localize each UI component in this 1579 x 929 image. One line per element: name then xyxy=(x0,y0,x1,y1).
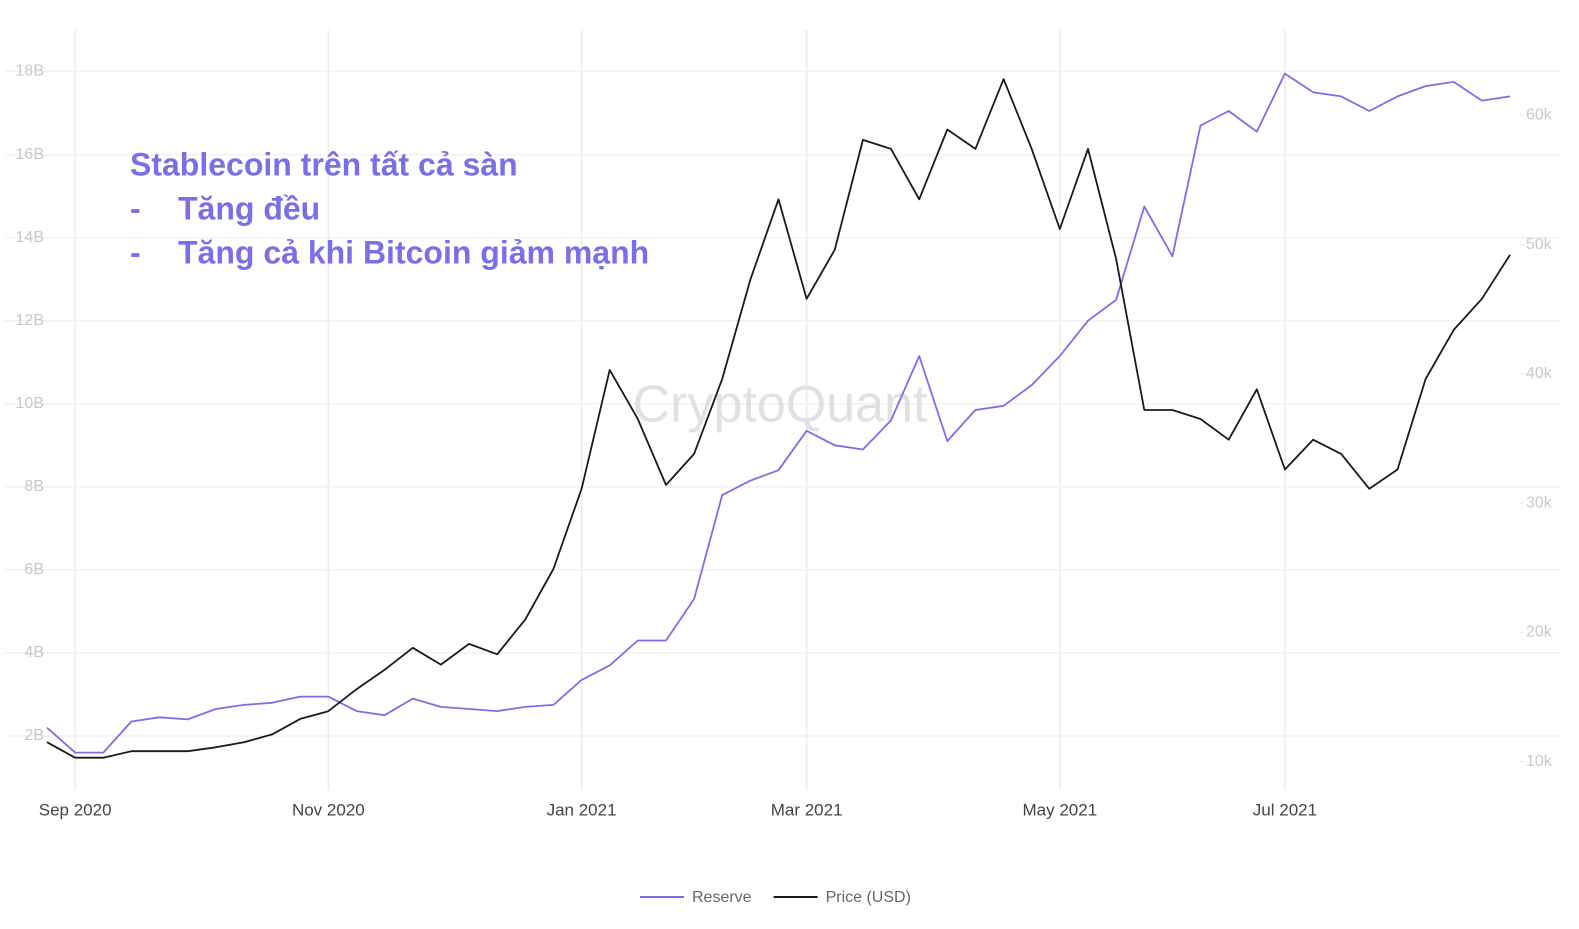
annotation-bullet: - xyxy=(130,234,141,270)
y2-tick-label: 10k xyxy=(1526,753,1553,770)
x-tick-label: Jul 2021 xyxy=(1253,800,1317,819)
y2-tick-label: 60k xyxy=(1526,107,1553,124)
y-tick-label: 10B xyxy=(16,395,44,412)
annotation-item: Tăng cả khi Bitcoin giảm mạnh xyxy=(178,234,649,270)
series-line xyxy=(46,72,1511,754)
y-tick-label: 14B xyxy=(16,229,44,246)
annotation-item: Tăng đều xyxy=(178,190,320,226)
x-tick-label: Nov 2020 xyxy=(292,800,365,819)
y2-tick-label: 50k xyxy=(1526,236,1553,253)
x-tick-label: Mar 2021 xyxy=(771,800,843,819)
y-tick-label: 18B xyxy=(16,63,44,80)
y2-tick-label: 40k xyxy=(1526,365,1553,382)
y-tick-label: 8B xyxy=(24,478,44,495)
y-tick-label: 6B xyxy=(24,561,44,578)
x-tick-label: Sep 2020 xyxy=(39,800,112,819)
x-tick-label: May 2021 xyxy=(1023,800,1098,819)
series-line xyxy=(46,78,1511,759)
x-tick-label: Jan 2021 xyxy=(547,800,617,819)
annotation-bullet: - xyxy=(130,190,141,226)
watermark: CryptoQuant xyxy=(633,376,928,434)
legend-label[interactable]: Price (USD) xyxy=(826,889,911,906)
y-tick-label: 16B xyxy=(16,146,44,163)
y2-tick-label: 20k xyxy=(1526,624,1553,641)
annotation-title: Stablecoin trên tất cả sàn xyxy=(130,146,518,182)
legend-label[interactable]: Reserve xyxy=(692,889,752,906)
y2-tick-label: 30k xyxy=(1526,494,1553,511)
y-tick-label: 12B xyxy=(16,312,44,329)
y-tick-label: 2B xyxy=(24,727,44,744)
y-tick-label: 4B xyxy=(24,644,44,661)
